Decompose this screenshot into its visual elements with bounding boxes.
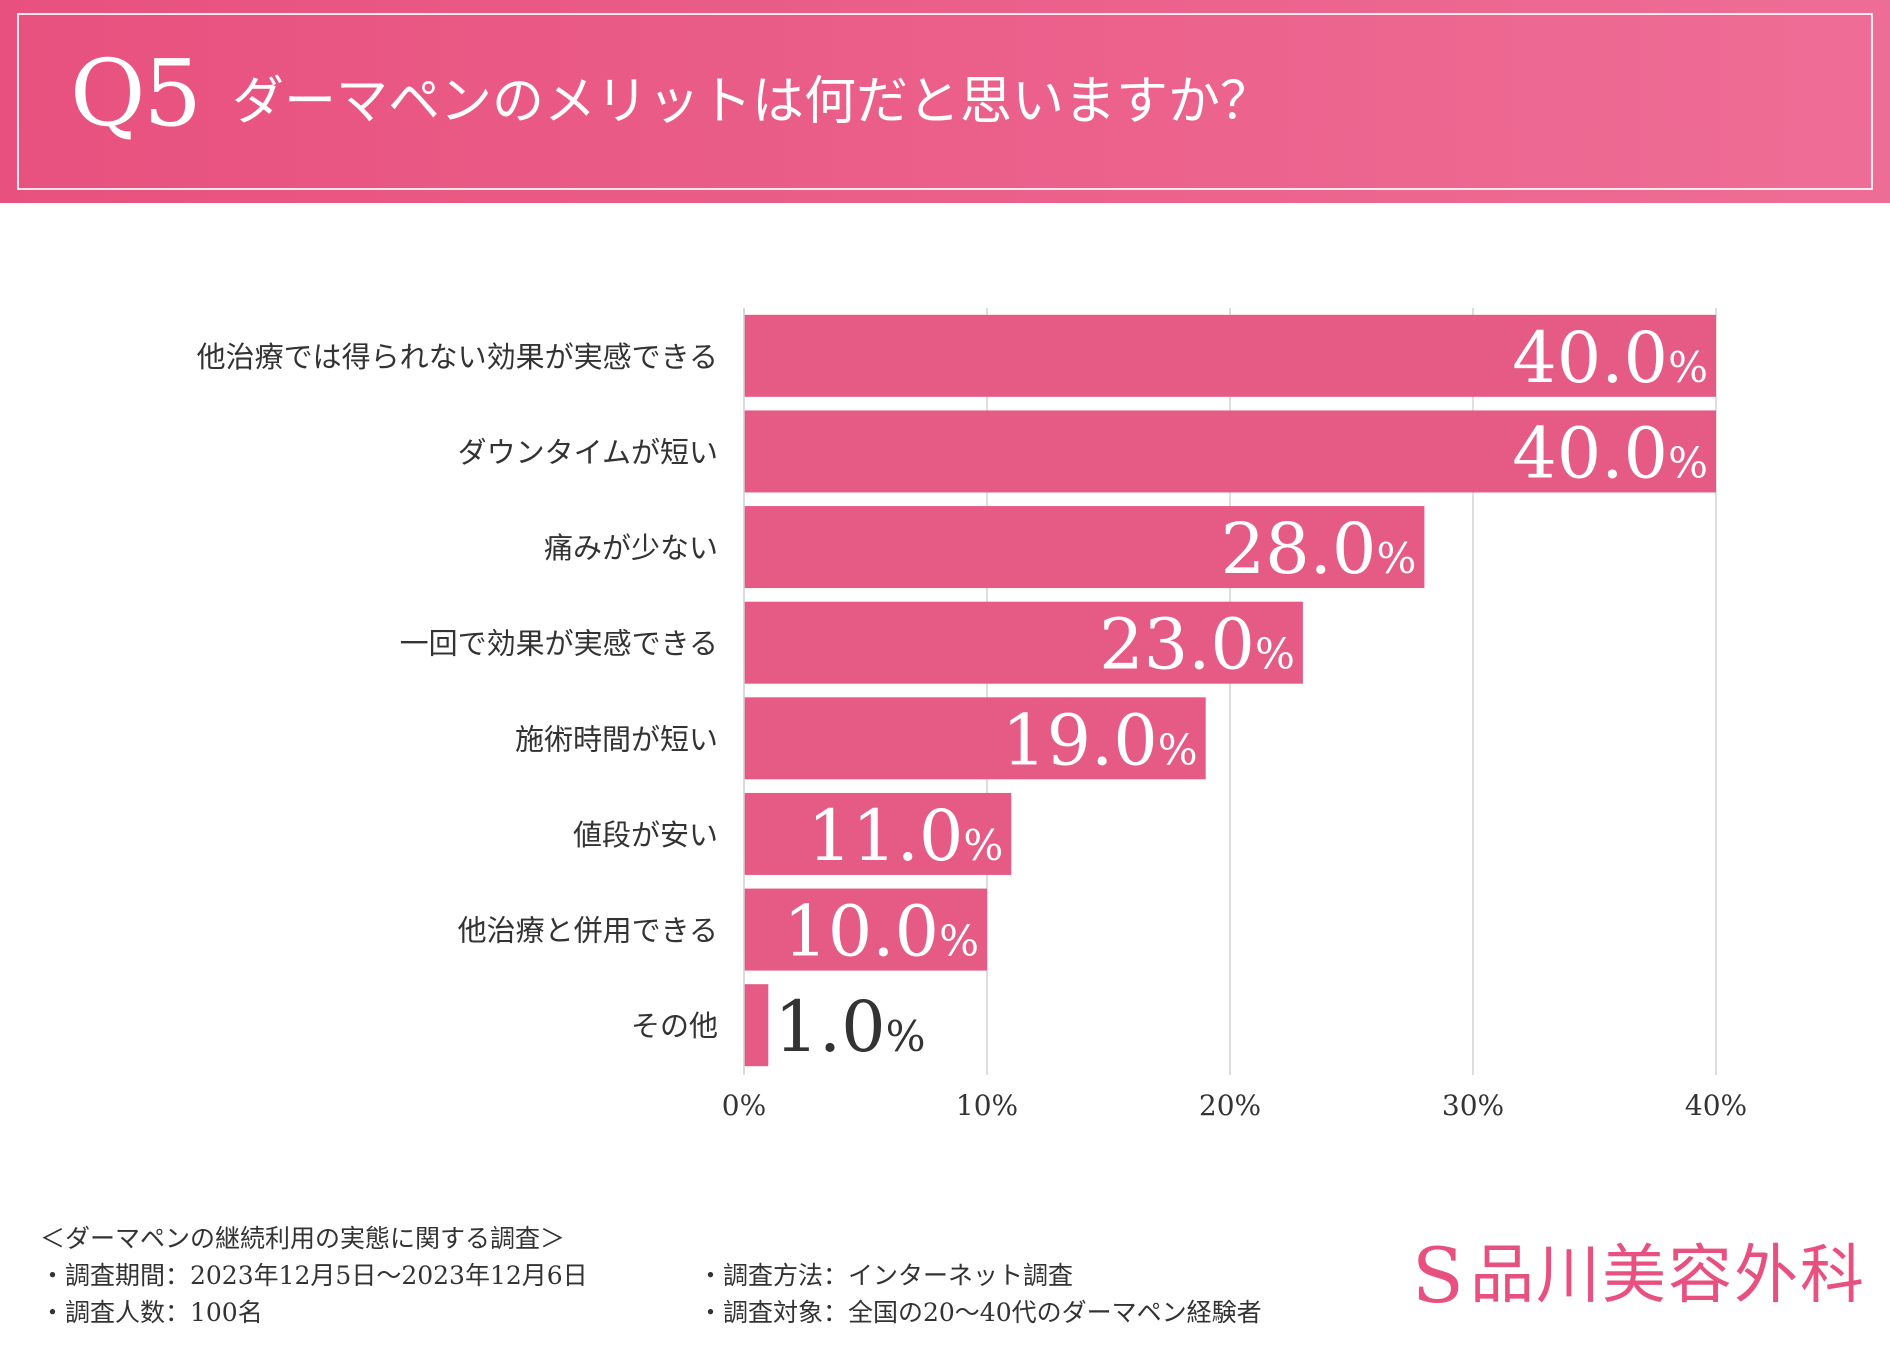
category-label: 他治療と併用できる [458, 914, 718, 948]
data-label: 11.0% [808, 795, 1004, 877]
x-tick-label: 20% [1199, 1089, 1261, 1122]
data-label-value: 28.0 [1221, 508, 1377, 590]
data-label-suffix: % [1668, 343, 1708, 392]
data-label: 1.0% [774, 986, 925, 1068]
category-label: 他治療では得られない効果が実感できる [197, 340, 718, 374]
data-label-suffix: % [886, 1012, 926, 1061]
logo-text: 品川美容外科 [1470, 1239, 1866, 1313]
category-label: 施術時間が短い [515, 722, 718, 756]
data-label-suffix: % [1255, 630, 1295, 679]
data-label-value: 11.0 [808, 795, 964, 877]
category-label: 一回で効果が実感できる [400, 627, 718, 661]
clinic-logo: S 品川美容外科 [1412, 1238, 1866, 1314]
data-label-value: 1.0 [774, 986, 885, 1068]
x-tick-label: 10% [956, 1089, 1018, 1122]
data-label-suffix: % [1376, 534, 1416, 583]
data-label-suffix: % [939, 917, 979, 966]
x-tick-label: 30% [1442, 1089, 1504, 1122]
category-label: その他 [631, 1009, 718, 1043]
survey-title: ＜ダーマペンの継続利用の実態に関する調査＞ [40, 1224, 566, 1253]
question-title: ダーマペンのメリットは何だと思いますか？ [232, 72, 1273, 132]
header-frame [17, 13, 1873, 190]
category-label: 痛みが少ない [544, 531, 718, 565]
data-label-suffix: % [1668, 438, 1708, 487]
logo-mark-icon: S [1411, 1231, 1464, 1320]
category-label: 値段が安い [573, 818, 718, 852]
category-label: ダウンタイムが短い [458, 435, 718, 469]
data-label: 28.0% [1221, 508, 1417, 590]
question-number: Q5 [70, 40, 202, 147]
data-label-value: 19.0 [1002, 699, 1158, 781]
data-label: 10.0% [783, 891, 979, 973]
x-tick-label: 40% [1685, 1089, 1747, 1122]
data-label: 23.0% [1099, 604, 1295, 686]
data-label-value: 10.0 [783, 891, 939, 973]
bar [744, 984, 769, 1067]
bar [744, 792, 1012, 875]
data-label-value: 23.0 [1099, 604, 1255, 686]
data-label: 40.0% [1512, 317, 1708, 399]
header-banner: Q5 ダーマペンのメリットは何だと思いますか？ [0, 0, 1890, 203]
survey-period: ・調査期間：2023年12月5日～2023年12月6日 [40, 1261, 588, 1290]
bar [744, 314, 1716, 397]
survey-method: ・調査方法：インターネット調査 [698, 1261, 1074, 1290]
survey-count: ・調査人数：100名 [40, 1298, 263, 1327]
data-label-value: 40.0 [1512, 412, 1668, 494]
bar [744, 697, 1206, 780]
data-label-suffix: % [963, 821, 1003, 870]
data-label: 19.0% [1002, 699, 1198, 781]
data-label-suffix: % [1158, 725, 1198, 774]
data-label: 40.0% [1512, 412, 1708, 494]
bar [744, 410, 1716, 493]
bar [744, 888, 987, 971]
bar [744, 601, 1303, 684]
bar [744, 506, 1425, 589]
data-label-value: 40.0 [1512, 317, 1668, 399]
survey-target: ・調査対象：全国の20～40代のダーマペン経験者 [698, 1298, 1262, 1327]
x-tick-label: 0% [722, 1089, 766, 1122]
